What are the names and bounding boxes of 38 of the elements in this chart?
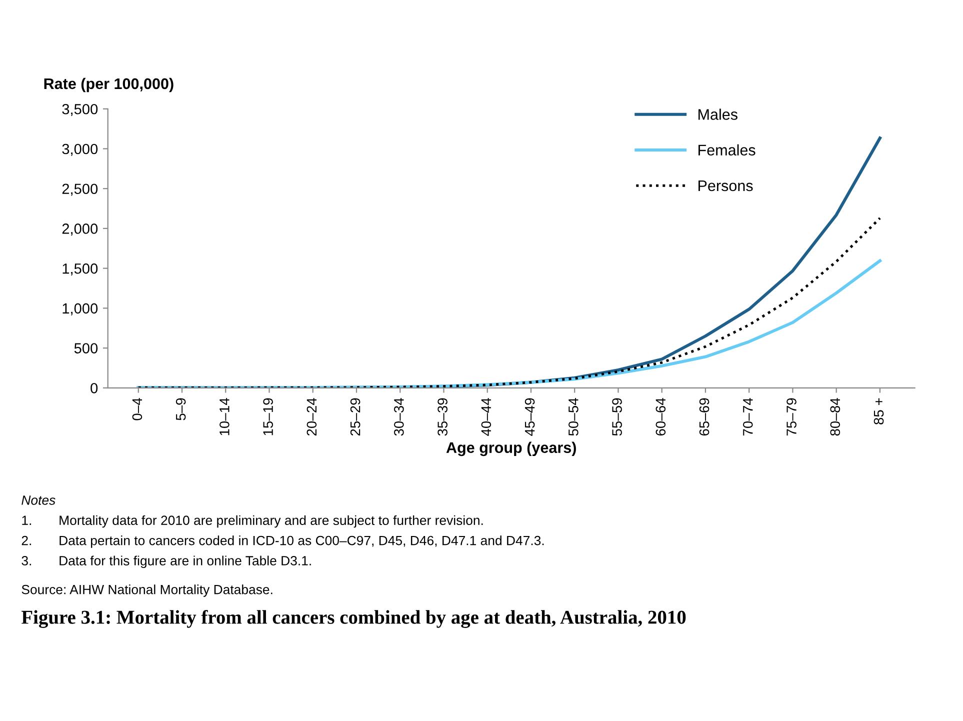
x-tick-label: 75–79 (786, 398, 796, 436)
x-tick-label: 45–49 (524, 398, 535, 436)
text: 2. Data pertain to cancers coded in ICD-10 as C00–C97, D45, D46, D47.1 and D47.3. (22, 536, 544, 548)
y-tick-label: 2,500 (62, 184, 98, 196)
y-tick-label: 1,500 (62, 263, 98, 276)
x-tick-label: 80–84 (830, 398, 840, 436)
x-tick-label: 55–59 (612, 398, 622, 436)
x-tick-label: 25–29 (350, 398, 360, 436)
y-tick-label: 500 (74, 343, 98, 354)
x-tick-label: 5–9 (176, 398, 186, 420)
y-axis-title: Rate (per 100,000) (44, 78, 174, 92)
x-tick-label: 30–34 (394, 398, 404, 436)
y-tick-label: 3,500 (62, 104, 98, 116)
text: 3. Data for this figure are in online Table D3.1. (22, 556, 311, 568)
x-tick-label: 85 + (874, 398, 884, 424)
line-series (137, 216, 882, 388)
x-axis-title: Age group (years) (446, 442, 576, 456)
legend-label: Persons (698, 180, 753, 192)
x-tick-label: 70–74 (742, 398, 753, 436)
text: Notes (22, 496, 56, 505)
text: 1. Mortality data for 2010 are preliminary and are subject to further revision. (22, 515, 483, 528)
legend-label: Females (698, 144, 756, 156)
x-tick-label: 65–69 (699, 398, 710, 436)
source-note: Source: AIHW National Mortality Database. (22, 584, 272, 597)
y-tick-label: 3,000 (62, 144, 98, 156)
text: Figure 3.1: Mortality from all cancers combined by age at death, Australia, 2010 (22, 610, 686, 628)
y-tick-label: 2,000 (62, 224, 98, 236)
x-tick-label: 60–64 (656, 398, 666, 436)
y-tick-label: 1,000 (62, 303, 98, 316)
x-tick-label: 10–14 (220, 398, 230, 436)
x-tick-label: 35–39 (438, 398, 448, 436)
x-tick-label: 0–4 (132, 398, 142, 420)
x-tick-label: 15–19 (263, 398, 273, 436)
x-tick-label: 50–54 (568, 398, 578, 436)
legend-label: Males (698, 108, 738, 120)
x-tick-label: 20–24 (306, 398, 317, 436)
y-tick-label: 0 (90, 383, 98, 394)
x-tick-label: 40–44 (481, 398, 492, 436)
